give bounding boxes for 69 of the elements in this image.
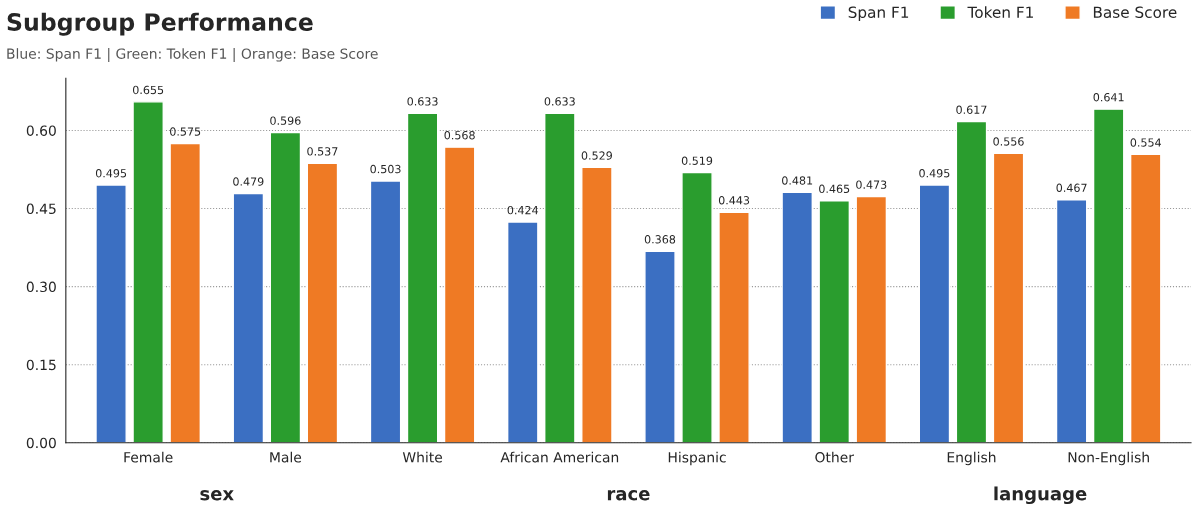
x-tick-label: Other bbox=[815, 451, 854, 463]
data-label: 0.529 bbox=[581, 151, 612, 160]
data-label: 0.556 bbox=[993, 137, 1024, 146]
data-label: 0.495 bbox=[919, 169, 950, 178]
data-label: 0.641 bbox=[1093, 93, 1124, 102]
chart-subtitle: Blue: Span F1 | Green: Token F1 | Orange: Base Score bbox=[7, 48, 378, 62]
bar bbox=[506, 221, 539, 443]
bar bbox=[95, 184, 127, 443]
x-tick-label: Non-English bbox=[1068, 451, 1149, 466]
bar bbox=[718, 211, 750, 443]
bar bbox=[132, 101, 164, 443]
bar bbox=[232, 192, 265, 443]
text: language bbox=[994, 486, 1087, 505]
bar bbox=[781, 191, 813, 443]
text: race bbox=[607, 490, 650, 501]
bar bbox=[855, 195, 888, 443]
y-tick-label: 0.15 bbox=[26, 359, 56, 371]
data-label: 0.503 bbox=[370, 164, 401, 174]
bar bbox=[369, 180, 402, 443]
data-label: 0.568 bbox=[444, 131, 475, 140]
x-tick-label: African American bbox=[500, 451, 619, 463]
data-label: 0.465 bbox=[819, 184, 850, 194]
data-label: 0.596 bbox=[270, 116, 301, 125]
bar bbox=[581, 166, 613, 443]
x-tick-label: Hispanic bbox=[668, 451, 726, 466]
bar bbox=[992, 152, 1025, 443]
legend-label: Base Score bbox=[1093, 6, 1177, 18]
data-label: 0.554 bbox=[1130, 138, 1162, 147]
bar bbox=[544, 112, 576, 443]
data-label: 0.368 bbox=[644, 235, 676, 244]
bar bbox=[306, 162, 339, 443]
bar bbox=[681, 171, 713, 443]
legend-label: Span F1 bbox=[848, 6, 909, 21]
bar bbox=[1055, 199, 1088, 443]
data-label: 0.537 bbox=[307, 147, 338, 156]
data-label: 0.575 bbox=[170, 127, 201, 136]
data-label: 0.481 bbox=[782, 176, 813, 185]
data-label: 0.473 bbox=[856, 180, 887, 189]
bar bbox=[1092, 108, 1125, 443]
data-label: 0.443 bbox=[718, 196, 750, 205]
data-label: 0.467 bbox=[1056, 183, 1087, 192]
y-tick-label: 0.45 bbox=[26, 203, 56, 215]
bar bbox=[918, 184, 951, 443]
data-label: 0.655 bbox=[132, 85, 164, 95]
chart-title: Subgroup Performance bbox=[7, 12, 313, 36]
data-label: 0.424 bbox=[507, 205, 539, 215]
bar bbox=[443, 146, 476, 443]
y-tick-label: 0.00 bbox=[26, 437, 56, 449]
x-tick-label: White bbox=[402, 451, 443, 463]
bar bbox=[269, 131, 302, 443]
bar bbox=[406, 112, 439, 443]
text: sex bbox=[200, 490, 234, 501]
y-tick-label: 0.30 bbox=[26, 281, 56, 293]
data-label: 0.519 bbox=[681, 156, 713, 165]
bar bbox=[818, 200, 851, 443]
data-label: 0.633 bbox=[407, 97, 438, 106]
bar bbox=[644, 250, 676, 443]
x-tick-label: Female bbox=[124, 451, 173, 463]
legend-label: Token F1 bbox=[967, 6, 1033, 18]
data-label: 0.617 bbox=[956, 105, 987, 114]
bar bbox=[169, 142, 202, 443]
data-label: 0.633 bbox=[544, 97, 575, 106]
bar bbox=[1129, 153, 1162, 443]
data-label: 0.495 bbox=[95, 169, 127, 178]
y-tick-label: 0.60 bbox=[26, 125, 56, 136]
bar bbox=[955, 120, 988, 443]
x-tick-label: English bbox=[947, 451, 996, 466]
x-tick-label: Male bbox=[270, 451, 302, 463]
data-label: 0.479 bbox=[233, 177, 264, 186]
